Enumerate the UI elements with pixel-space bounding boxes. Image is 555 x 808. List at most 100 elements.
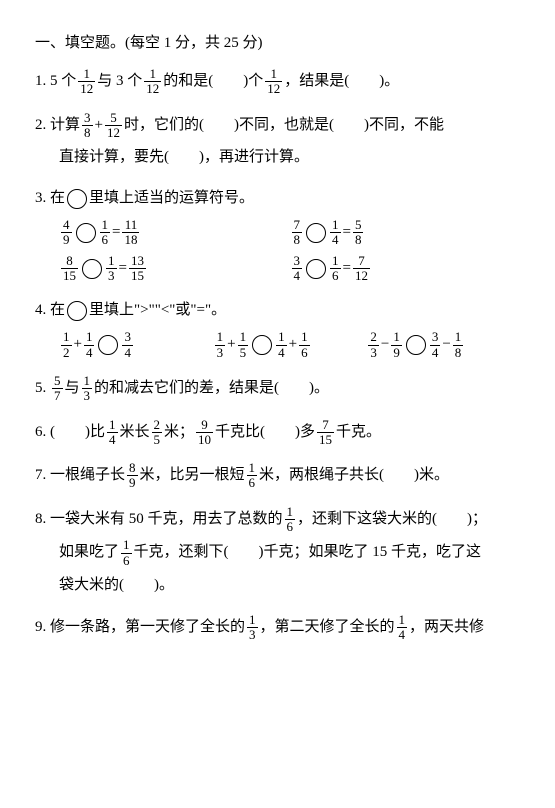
fraction: 14: [397, 613, 408, 643]
question-4: 4. 在里填上">""<"或"="。 12+1434 13+1514+16 23…: [35, 297, 520, 360]
equals: =: [343, 260, 351, 276]
denominator: 5: [152, 432, 163, 447]
denominator: 6: [285, 519, 296, 534]
numerator: 4: [61, 218, 72, 232]
denominator: 12: [78, 81, 95, 96]
numerator: 1: [276, 330, 287, 344]
fraction: 34: [122, 330, 133, 360]
numerator: 1: [82, 374, 93, 388]
expression: 12+1434: [59, 330, 213, 360]
question-9: 9. 修一条路，第一天修了全长的13，第二天修了全长的14，两天共修: [35, 613, 520, 643]
fraction: 16: [247, 461, 258, 491]
q-num: 1.: [35, 73, 46, 89]
text: 的和减去它们的差，结果是( )。: [94, 380, 329, 396]
numerator: 1: [238, 330, 249, 344]
denominator: 6: [330, 268, 341, 283]
text: 里填上">""<"或"="。: [89, 302, 226, 318]
fraction: 14: [276, 330, 287, 360]
denominator: 2: [61, 345, 72, 360]
numerator: 9: [196, 418, 213, 432]
text: 直接计算，要先( )，再进行计算。: [59, 144, 520, 171]
denominator: 3: [215, 345, 226, 360]
denominator: 9: [391, 345, 402, 360]
numerator: 1: [121, 538, 132, 552]
fraction: 19: [391, 330, 402, 360]
answer-circle-icon: [306, 259, 326, 279]
answer-circle-icon: [76, 223, 96, 243]
q-num: 6.: [35, 424, 46, 440]
numerator: 8: [127, 461, 138, 475]
numerator: 1: [215, 330, 226, 344]
equals: =: [119, 260, 127, 276]
text: 千克比( )多: [215, 424, 315, 440]
numerator: 1: [78, 67, 95, 81]
text: ，结果是( )。: [284, 73, 399, 89]
text: ，还剩下这袋大米的( )；: [297, 511, 487, 527]
denominator: 6: [121, 553, 132, 568]
text: 在: [50, 302, 65, 318]
fraction: 14: [107, 418, 118, 448]
numerator: 3: [82, 111, 93, 125]
denominator: 8: [353, 232, 364, 247]
numerator: 13: [129, 254, 146, 268]
answer-circle-icon: [252, 335, 272, 355]
numerator: 8: [61, 254, 78, 268]
text: 在: [50, 190, 65, 206]
question-7: 7. 一根绳子长89米，比另一根短16米，两根绳子共长( )米。: [35, 461, 520, 491]
section-header: 一、填空题。(每空 1 分，共 25 分): [35, 30, 520, 57]
denominator: 6: [100, 232, 111, 247]
text: 米，两根绳子共长( )米。: [259, 467, 449, 483]
text: 与: [65, 380, 80, 396]
text: 米；: [164, 424, 194, 440]
numerator: 1: [265, 67, 282, 81]
numerator: 11: [122, 218, 139, 232]
fraction: 13: [82, 374, 93, 404]
denominator: 12: [353, 268, 370, 283]
fraction: 815: [61, 254, 78, 284]
op: +: [74, 337, 82, 353]
q-num: 5.: [35, 380, 46, 396]
fraction: 12: [61, 330, 72, 360]
answer-circle-icon: [98, 335, 118, 355]
text: 米长: [120, 424, 150, 440]
numerator: 1: [330, 254, 341, 268]
text: 一袋大米有 50 千克，用去了总数的: [50, 511, 283, 527]
text: 千克。: [336, 424, 381, 440]
question-1: 1. 5 个112与 3 个112的和是( )个112，结果是( )。: [35, 67, 520, 97]
denominator: 4: [84, 345, 95, 360]
text: 米，比另一根短: [140, 467, 245, 483]
denominator: 6: [247, 475, 258, 490]
denominator: 4: [122, 345, 133, 360]
denominator: 12: [265, 81, 282, 96]
denominator: 3: [368, 345, 379, 360]
denominator: 18: [122, 232, 139, 247]
denominator: 4: [330, 232, 341, 247]
denominator: 4: [292, 268, 303, 283]
fraction: 57: [52, 374, 63, 404]
q-num: 4.: [35, 302, 46, 318]
numerator: 7: [292, 218, 303, 232]
text: 如果吃了: [59, 545, 119, 561]
question-2: 2. 计算38+512时，它们的( )不同，也就是( )不同，不能 直接计算，要…: [35, 111, 520, 172]
fraction: 13: [215, 330, 226, 360]
numerator: 1: [453, 330, 464, 344]
op: +: [227, 337, 235, 353]
fraction: 14: [330, 218, 341, 248]
q-num: 7.: [35, 467, 46, 483]
numerator: 1: [247, 461, 258, 475]
numerator: 1: [285, 505, 296, 519]
text: 一根绳子长: [50, 467, 125, 483]
text: 袋大米的( )。: [59, 572, 520, 599]
fraction: 13: [106, 254, 117, 284]
expression: 13+1514+16: [213, 330, 367, 360]
denominator: 10: [196, 432, 213, 447]
fraction: 16: [330, 254, 341, 284]
fraction: 712: [353, 254, 370, 284]
numerator: 1: [330, 218, 341, 232]
fraction: 14: [84, 330, 95, 360]
answer-circle-icon: [82, 259, 102, 279]
fraction: 23: [368, 330, 379, 360]
numerator: 3: [122, 330, 133, 344]
text: ，第二天修了全长的: [260, 619, 395, 635]
expression: 23−1934−18: [366, 330, 520, 360]
